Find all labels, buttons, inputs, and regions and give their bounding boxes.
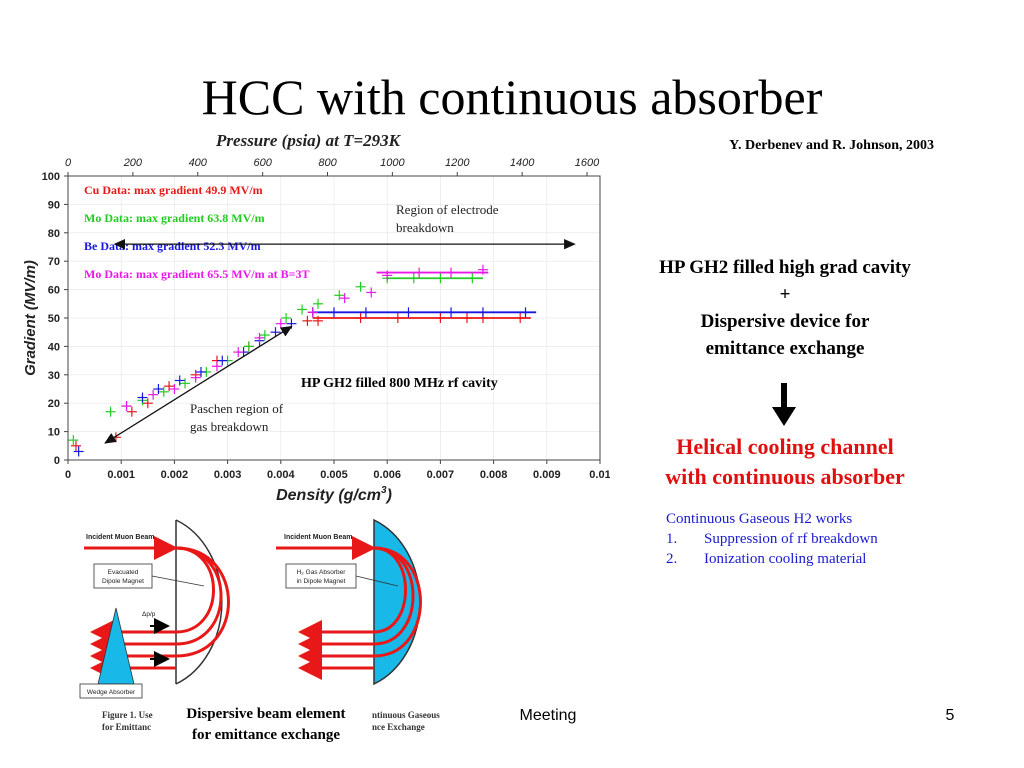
series	[68, 273, 483, 446]
annotation-paschen-line2: gas breakdown	[190, 419, 269, 434]
notes-heading: Continuous Gaseous H2 works	[666, 511, 853, 527]
annotation-hp-cavity: HP GH2 filled 800 MHz rf cavity	[301, 376, 498, 391]
evacuated-label-2: Dipole Magnet	[102, 578, 144, 585]
x-axis-label: Density (g/cm3)	[276, 485, 392, 504]
x-tick-label: 0.009	[533, 469, 561, 481]
list-item: 1. Suppression of rf breakdown	[666, 529, 986, 549]
x-tick-label: 0.008	[480, 469, 508, 481]
chart-legend: Cu Data: max gradient 49.9 MV/m Mo Data: …	[84, 183, 309, 281]
y-tick-label: 70	[48, 256, 60, 268]
x-tick-label: 0.001	[107, 469, 135, 481]
gradient-vs-density-chart: Pressure (psia) at T=293K 0 200 400 600 800 1…	[22, 131, 610, 504]
wedge-label: Wedge Absorber	[87, 689, 136, 696]
annotation-electrode-line1: Region of electrode	[396, 202, 499, 217]
x-tick-label: 0.002	[161, 469, 189, 481]
list-item-number: 1.	[666, 531, 678, 547]
list-item-text: Ionization cooling material	[704, 551, 867, 567]
y-tick-label: 20	[48, 398, 60, 410]
x-tick-label: 0.006	[373, 469, 401, 481]
y-tick-label: 90	[48, 199, 60, 211]
helical-cooling-headline: Helical cooling channel with continuous …	[612, 432, 958, 492]
legend-entry: Be Data: max gradient 52.3 MV/m	[84, 239, 261, 253]
top-tick-label: 600	[253, 157, 272, 169]
wedge-label-box	[79, 683, 143, 699]
dp-label: Δp/p	[142, 611, 156, 618]
y-tick-label: 100	[42, 171, 60, 183]
helical-line-2: with continuous absorber	[665, 464, 905, 489]
left-panel-evacuated-magnet: Incident Muon Beam Evacuated Dipole Magn…	[79, 519, 230, 699]
top-tick-label: 1600	[575, 157, 600, 169]
hp-line-1: HP GH2 filled high grad cavity	[659, 257, 911, 278]
list-item: 2. Ionization cooling material	[666, 549, 986, 569]
top-tick-label: 400	[189, 157, 208, 169]
y-tick-label: 80	[48, 228, 60, 240]
slide-title: HCC with continuous absorber	[201, 69, 823, 125]
gas-label-box	[285, 563, 357, 589]
y-axis-ticks: 0 10 20 30 40 50 60 70 80 90 100	[42, 171, 68, 467]
wedge-absorber-shape	[97, 607, 135, 685]
figure-label-right: ntinuous Gaseous nce Exchange	[372, 709, 440, 733]
x-axis-ticks: 0 0.001 0.002 0.003 0.004 0.005 0.006 0.007 0.00…	[65, 460, 610, 481]
figure-caption-line2: for emittance exchange	[191, 727, 340, 743]
right-beam-label: Incident Muon Beam	[284, 534, 352, 541]
page-number: 5	[945, 707, 955, 724]
figure-caption-line1: Dispersive beam element	[186, 706, 346, 722]
annotation-paschen-line1: Paschen region of	[190, 401, 284, 416]
paschen-region-arrow	[104, 325, 293, 444]
top-tick-label: 0	[65, 157, 72, 169]
x-tick-label: 0.007	[427, 469, 455, 481]
figure-label-right-2: nce Exchange	[372, 722, 425, 732]
figure-label-left-1: Figure 1. Use	[102, 710, 153, 720]
y-tick-label: 30	[48, 370, 60, 382]
hp-cavity-description: HP GH2 filled high grad cavity + Dispers…	[612, 254, 958, 362]
dispersive-figure: Incident Muon Beam Evacuated Dipole Magn…	[79, 518, 422, 699]
list-item-number: 2.	[666, 551, 678, 567]
x-tick-label: 0.003	[214, 469, 242, 481]
figure-label-left-2: for Emittanc	[102, 722, 152, 732]
y-tick-label: 0	[54, 455, 60, 467]
chart-arrows	[104, 238, 576, 444]
down-arrow-icon	[772, 383, 796, 426]
gas-label-2: in Dipole Magnet	[297, 578, 346, 585]
top-axis-ticks: 0 200 400 600 800 1000 1200 1400 1600	[65, 157, 600, 176]
legend-entry: Mo Data: max gradient 63.8 MV/m	[84, 211, 265, 225]
citation: Y. Derbenev and R. Johnson, 2003	[729, 138, 934, 153]
helical-line-1: Helical cooling channel	[676, 434, 894, 459]
annotation-electrode-line2: breakdown	[396, 220, 454, 235]
notes-list: Continuous Gaseous H2 works 1. Suppressi…	[666, 509, 986, 569]
footer-label: Meeting	[519, 707, 577, 724]
figure-label-right-1: ntinuous Gaseous	[372, 710, 440, 720]
hp-line-3: Dispersive device for	[700, 311, 870, 332]
top-tick-label: 1400	[510, 157, 535, 169]
list-item-text: Suppression of rf breakdown	[704, 531, 878, 547]
top-tick-label: 200	[123, 157, 143, 169]
legend-entry: Cu Data: max gradient 49.9 MV/m	[84, 183, 263, 197]
figure-caption: Dispersive beam element for emittance ex…	[165, 704, 367, 746]
right-panel-gas-absorber: Incident Muon Beam H₂ Gas Absorber in Di…	[276, 518, 422, 686]
legend-entry: Mo Data: max gradient 65.5 MV/m at B=3T	[84, 267, 309, 281]
x-tick-label: 0.005	[320, 469, 348, 481]
top-tick-label: 1000	[380, 157, 405, 169]
evacuated-label-1: Evacuated	[108, 569, 139, 576]
y-tick-label: 10	[48, 427, 60, 439]
left-beam-label: Incident Muon Beam	[86, 534, 154, 541]
gas-label-1: H₂ Gas Absorber	[297, 569, 347, 576]
data-series	[68, 264, 537, 457]
chart-title: Pressure (psia) at T=293K	[215, 131, 402, 150]
hp-line-2: +	[779, 284, 791, 305]
x-tick-label: 0.004	[267, 469, 295, 481]
y-axis-label: Gradient (MV/m)	[22, 260, 39, 376]
hp-line-4: emittance exchange	[705, 338, 865, 359]
x-tick-label: 0	[65, 469, 71, 481]
top-tick-label: 800	[318, 157, 337, 169]
y-tick-label: 60	[48, 285, 60, 297]
evacuated-magnet-shape	[175, 519, 223, 685]
x-tick-label: 0.01	[589, 469, 610, 481]
y-tick-label: 40	[48, 341, 60, 353]
evacuated-label-box	[93, 563, 153, 589]
figure-label-left: Figure 1. Use for Emittanc	[102, 709, 153, 733]
top-tick-label: 1200	[445, 157, 470, 169]
y-tick-label: 50	[48, 313, 60, 325]
